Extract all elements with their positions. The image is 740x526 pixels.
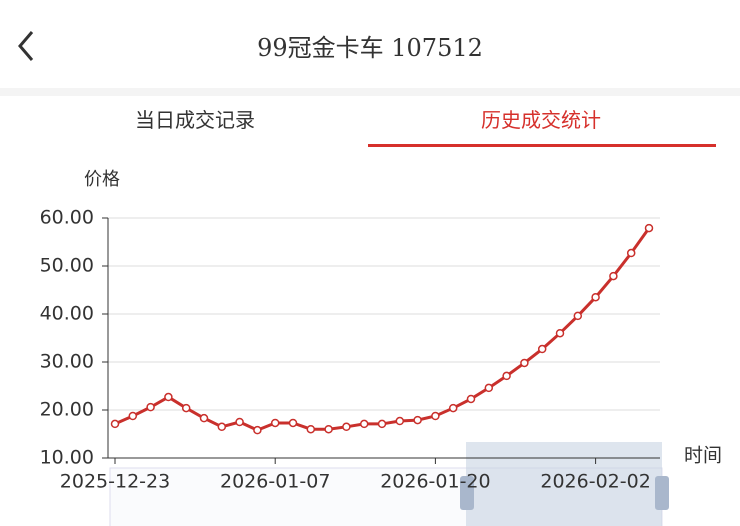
y-tick-label: 30.00 xyxy=(40,351,94,373)
point xyxy=(164,392,173,402)
point xyxy=(324,424,333,434)
x-tick-label: 2026-01-07 xyxy=(220,471,330,493)
point xyxy=(591,292,600,302)
chart: 价格 时间 10.00 20.00 30.00 40.00 50.00 60.00 2025… xyxy=(40,169,722,526)
zoom-window[interactable] xyxy=(466,442,662,526)
point xyxy=(644,223,654,233)
point xyxy=(484,383,494,393)
point xyxy=(270,418,280,428)
point xyxy=(199,413,209,423)
zoom-handle[interactable] xyxy=(655,476,669,510)
y-tick-label: 60.00 xyxy=(40,207,94,229)
point xyxy=(359,419,369,429)
y-tick-label: 40.00 xyxy=(40,303,94,325)
point xyxy=(448,403,458,413)
y-axis-title: 价格 xyxy=(84,169,120,190)
point xyxy=(181,403,191,413)
tab[interactable]: 当日成交记录 xyxy=(135,108,255,132)
x-axis-title: 时间 xyxy=(684,445,722,467)
point xyxy=(110,419,120,429)
y-tick-label: 50.00 xyxy=(40,255,94,277)
header: 99冠金卡车 107512 xyxy=(0,0,740,88)
point xyxy=(128,411,138,421)
back-button[interactable] xyxy=(8,26,48,66)
point xyxy=(306,424,316,434)
zoom-handle[interactable] xyxy=(460,476,474,510)
point xyxy=(377,419,387,429)
page-title: 99冠金卡车 107512 xyxy=(257,34,483,62)
y-tick-label: 10.00 xyxy=(40,447,94,469)
point xyxy=(342,422,351,432)
point xyxy=(217,422,227,432)
x-tick-label: 2026-02-02 xyxy=(540,471,650,493)
point xyxy=(555,328,565,338)
point xyxy=(413,415,422,425)
point xyxy=(626,248,636,258)
divider xyxy=(0,88,740,96)
tab-underline xyxy=(368,144,716,147)
x-tick-label: 2025-12-23 xyxy=(60,471,170,493)
point xyxy=(146,402,155,412)
point xyxy=(520,358,529,368)
point xyxy=(466,394,476,404)
y-tick-label: 20.00 xyxy=(40,399,94,421)
point xyxy=(288,418,298,428)
point xyxy=(395,416,405,426)
point xyxy=(431,411,440,421)
point xyxy=(253,425,262,435)
x-tick-label: 2026-01-20 xyxy=(380,471,490,493)
line xyxy=(114,227,651,432)
tab-active[interactable]: 历史成交统计 xyxy=(481,108,601,132)
point xyxy=(502,371,511,381)
point xyxy=(573,311,583,321)
point xyxy=(609,271,618,281)
point xyxy=(537,344,547,354)
point xyxy=(235,417,244,427)
